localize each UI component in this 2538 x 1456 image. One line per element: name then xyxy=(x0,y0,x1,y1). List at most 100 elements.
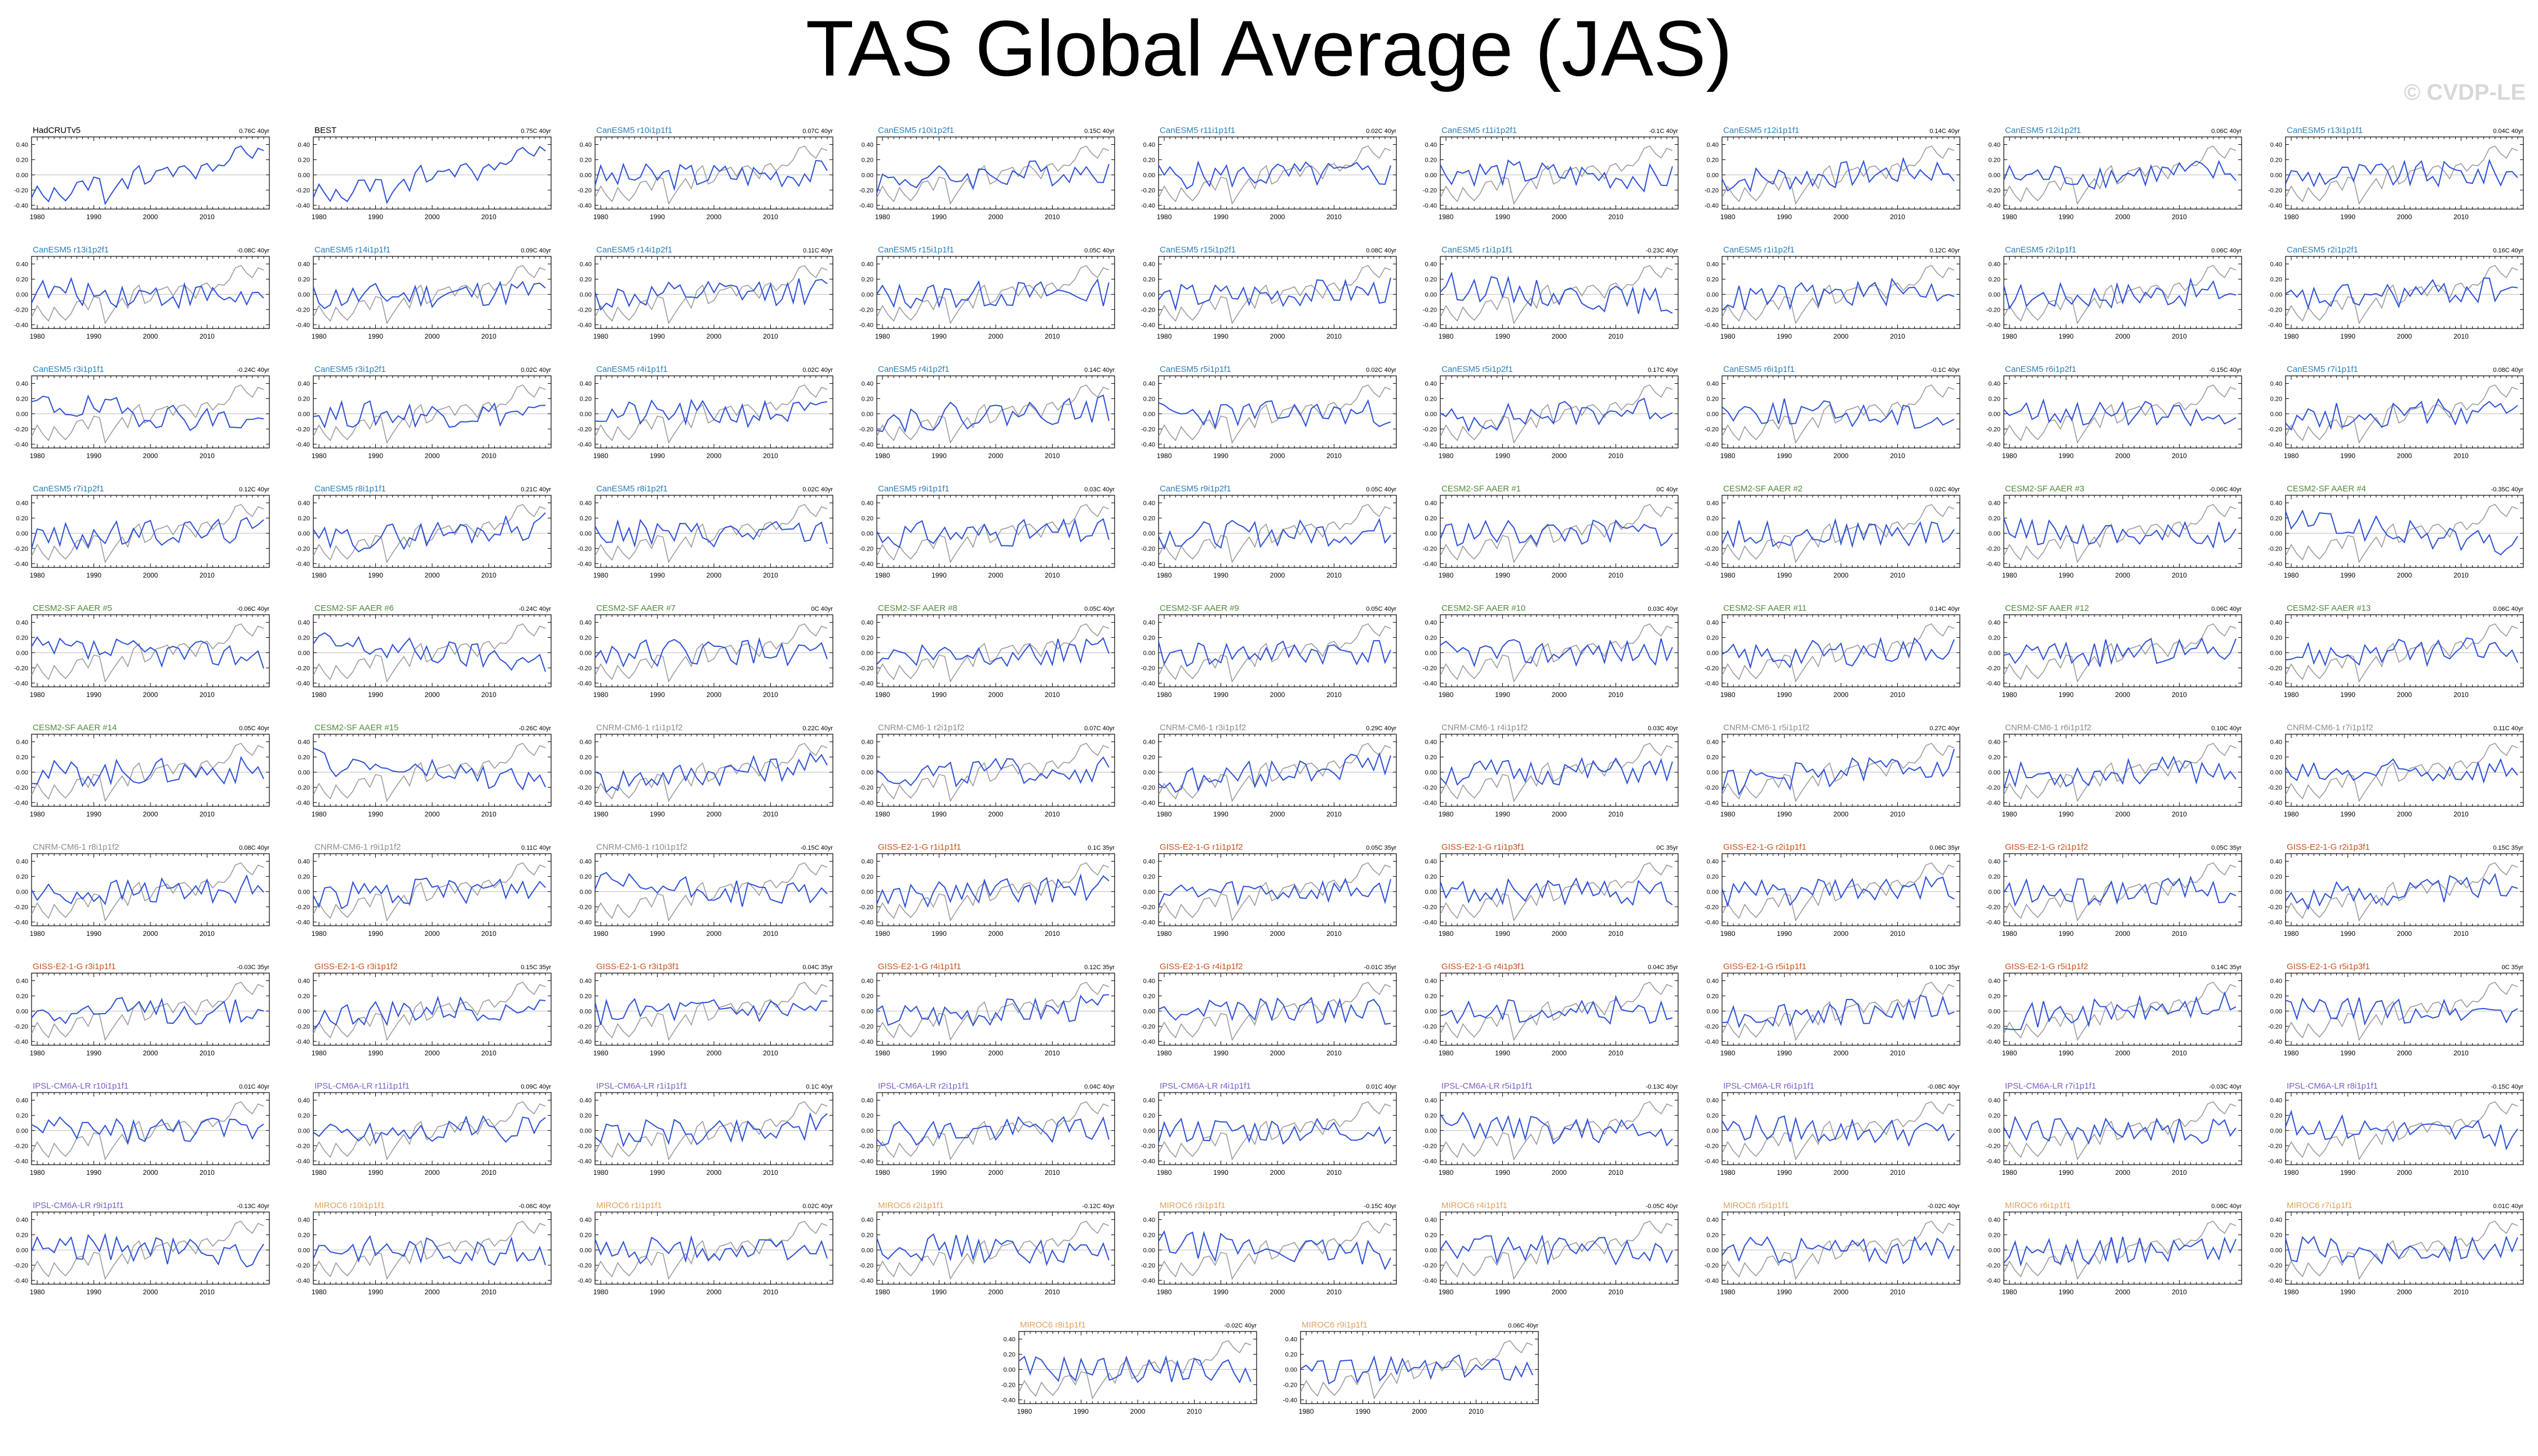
y-tick-label: -0.40 xyxy=(1141,441,1155,448)
panel-trend-label: 0.21C 40yr xyxy=(521,486,551,493)
x-tick-label: 1990 xyxy=(1213,332,1228,340)
y-tick-label: 0.00 xyxy=(580,291,592,298)
y-tick-label: -0.20 xyxy=(2268,426,2282,433)
chart-panel: CanESM5 r10i1p1f1 0.07C 40yr 0.40 0.20 0.00 -… xyxy=(568,116,838,234)
y-tick-label: 0.20 xyxy=(1425,515,1437,522)
x-tick-label: 1980 xyxy=(312,691,327,699)
series-line xyxy=(31,517,264,551)
panel-trend-label: 0C 40yr xyxy=(811,606,833,612)
y-tick-label: 0.00 xyxy=(16,291,28,298)
panel-trend-label: 0.09C 40yr xyxy=(521,247,551,254)
x-tick-label: 2000 xyxy=(1552,332,1567,340)
y-tick-label: -0.20 xyxy=(296,307,310,313)
panel-label: CESM2-SF AAER #9 xyxy=(1160,603,1239,613)
observed-series-line xyxy=(31,265,264,325)
y-tick-label: -0.40 xyxy=(1423,202,1437,209)
panel-label: CESM2-SF AAER #12 xyxy=(2005,603,2089,613)
chart-panel: CanESM5 r7i1p1f1 0.08C 40yr 0.40 0.20 0.00 -0… xyxy=(2259,354,2529,473)
series-line xyxy=(2003,398,2237,427)
panel-label: CanESM5 r10i1p2f1 xyxy=(878,126,955,135)
y-tick-label: 0.00 xyxy=(1425,172,1437,179)
y-tick-label: 0.20 xyxy=(1425,276,1437,283)
series-line xyxy=(2003,517,2237,549)
x-tick-label: 1990 xyxy=(86,332,101,340)
y-tick-label: 0.00 xyxy=(2270,291,2282,298)
x-tick-label: 1990 xyxy=(1777,332,1792,340)
x-tick-label: 1980 xyxy=(875,571,890,579)
panel-trend-label: 0.06C 40yr xyxy=(2211,247,2242,254)
y-tick-label: 0.40 xyxy=(580,380,592,387)
x-tick-label: 1990 xyxy=(1213,691,1228,699)
x-tick-label: 2010 xyxy=(1608,452,1623,460)
y-tick-label: -0.40 xyxy=(14,441,28,448)
series-line xyxy=(31,636,264,669)
y-tick-label: 0.00 xyxy=(580,172,592,179)
observed-series-line xyxy=(876,145,1110,205)
series-line xyxy=(31,394,264,432)
y-tick-label: -0.40 xyxy=(1423,441,1437,448)
x-tick-label: 1980 xyxy=(1439,691,1454,699)
x-tick-label: 2000 xyxy=(707,571,722,579)
observed-series-line xyxy=(2285,504,2518,563)
y-tick-label: 0.20 xyxy=(298,157,310,163)
observed-series-line xyxy=(31,623,264,683)
observed-series-line xyxy=(2285,384,2518,444)
x-tick-label: 1980 xyxy=(1720,691,1736,699)
panel-trend-label: 0.05C 40yr xyxy=(1084,247,1115,254)
x-tick-label: 1980 xyxy=(875,452,890,460)
observed-series-line xyxy=(1440,504,1673,563)
x-tick-label: 1980 xyxy=(1157,691,1172,699)
chart-panel: CESM2-SF AAER #10 0.03C 40yr 0.40 0.20 0.00 -… xyxy=(1413,593,1684,712)
x-tick-label: 2000 xyxy=(1834,332,1849,340)
x-tick-label: 2010 xyxy=(1608,691,1623,699)
x-tick-label: 2000 xyxy=(1552,213,1567,221)
panel-label: CanESM5 r9i1p2f1 xyxy=(1160,484,1231,494)
x-tick-label: 2000 xyxy=(988,452,1004,460)
x-tick-label: 2000 xyxy=(1834,213,1849,221)
observed-series-line xyxy=(1721,384,1955,444)
y-tick-label: 0.00 xyxy=(1989,650,2000,656)
x-tick-label: 2000 xyxy=(2115,213,2131,221)
chart-panel: CanESM5 r15i1p2f1 0.08C 40yr 0.40 0.20 0.00 -… xyxy=(1132,235,1402,353)
panel-label: CESM2-SF AAER #10 xyxy=(1441,603,1526,613)
series-line xyxy=(1721,398,1955,429)
panel-trend-label: 0.03C 40yr xyxy=(1084,486,1115,493)
y-tick-label: -0.40 xyxy=(1423,561,1437,567)
chart-panel: CanESM5 r5i1p2f1 0.17C 40yr 0.40 0.20 0.00 -0… xyxy=(1413,354,1684,473)
y-tick-label: 0.40 xyxy=(1989,380,2000,387)
x-tick-label: 1990 xyxy=(2058,213,2074,221)
y-tick-label: -0.20 xyxy=(1986,665,2000,672)
y-tick-label: 0.40 xyxy=(16,261,28,268)
panel-trend-label: 0.14C 40yr xyxy=(1929,128,1960,135)
y-tick-label: 0.40 xyxy=(1989,619,2000,626)
y-tick-label: 0.40 xyxy=(1425,500,1437,507)
panel-label: CanESM5 r8i1p1f1 xyxy=(314,484,386,494)
y-tick-label: -0.40 xyxy=(1141,202,1155,209)
y-tick-label: -0.40 xyxy=(1705,561,1719,567)
x-tick-label: 1990 xyxy=(2340,213,2355,221)
y-tick-label: -0.20 xyxy=(1705,187,1719,194)
y-tick-label: 0.40 xyxy=(298,141,310,148)
series-line xyxy=(1440,638,1673,668)
y-tick-label: -0.40 xyxy=(2268,202,2282,209)
panel-trend-label: -0.24C 40yr xyxy=(237,367,269,374)
y-tick-label: 0.00 xyxy=(1707,650,1719,656)
x-tick-label: 1990 xyxy=(2340,571,2355,579)
y-tick-label: -0.40 xyxy=(14,561,28,567)
x-tick-label: 1980 xyxy=(875,691,890,699)
panel-trend-label: 0.17C 40yr xyxy=(1648,367,1678,374)
y-tick-label: 0.20 xyxy=(16,634,28,641)
x-tick-label: 2010 xyxy=(2172,332,2187,340)
y-tick-label: 0.20 xyxy=(1707,515,1719,522)
series-line xyxy=(313,632,546,672)
series-line xyxy=(1158,399,1391,429)
